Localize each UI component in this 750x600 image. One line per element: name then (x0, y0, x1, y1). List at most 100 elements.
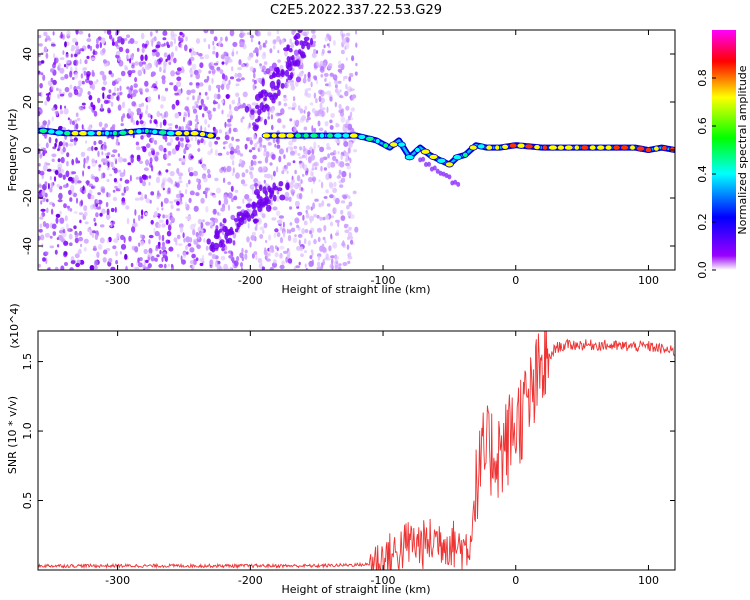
noise-speck (259, 63, 262, 67)
noise-speck (226, 165, 232, 173)
noise-speck (207, 174, 212, 179)
noise-speck (253, 143, 258, 148)
noise-speck (173, 85, 178, 92)
x-tick-label: -100 (371, 574, 396, 587)
noise-speck (281, 260, 285, 266)
noise-speck (164, 87, 169, 92)
noise-speck (242, 32, 246, 36)
noise-speck (203, 139, 206, 145)
noise-speck (86, 74, 90, 80)
noise-speck (42, 221, 47, 227)
noise-speck (103, 30, 107, 34)
noise-speck (73, 225, 77, 230)
colorbar-gradient (712, 30, 736, 270)
noise-speck (334, 84, 338, 89)
noise-speck (268, 234, 272, 241)
streak-speck (284, 69, 290, 77)
noise-speck (168, 246, 174, 252)
streak-speck (222, 225, 228, 233)
noise-speck (156, 207, 159, 211)
noise-speck (118, 169, 122, 173)
noise-speck (298, 261, 301, 266)
noise-speck (221, 109, 224, 115)
noise-speck (83, 157, 86, 165)
noise-speck (169, 137, 174, 144)
streak-speck (273, 194, 277, 202)
noise-speck (314, 167, 318, 170)
dip-speck (438, 170, 443, 176)
streak-speck (206, 238, 211, 245)
noise-speck (64, 74, 69, 79)
noise-speck (231, 197, 234, 203)
noise-speck (344, 229, 350, 234)
noise-speck (319, 216, 323, 221)
noise-speck (95, 212, 99, 218)
noise-speck (111, 39, 115, 42)
noise-speck (211, 77, 214, 85)
ridge-blob (326, 132, 334, 139)
noise-speck (149, 199, 152, 204)
noise-speck (272, 259, 277, 264)
noise-speck (155, 51, 160, 58)
streak-speck (234, 228, 239, 233)
noise-speck (269, 48, 273, 54)
noise-speck (326, 257, 331, 261)
noise-speck (329, 183, 334, 189)
noise-speck (94, 222, 97, 227)
noise-speck (235, 172, 240, 179)
dip-speck (427, 161, 431, 167)
noise-speck (266, 258, 271, 262)
noise-speck (153, 140, 158, 145)
noise-speck (236, 50, 239, 55)
ridge-blob (111, 130, 119, 137)
noise-speck (231, 160, 235, 166)
noise-speck (249, 139, 253, 145)
noise-speck (211, 253, 216, 260)
ridge-blob (364, 135, 375, 142)
noise-speck (167, 187, 171, 192)
noise-speck (191, 253, 196, 259)
noise-speck (169, 170, 175, 177)
noise-speck (105, 213, 111, 220)
colorbar-label: Normalized spectral amplitude (736, 65, 749, 234)
noise-speck (166, 230, 172, 237)
noise-speck (72, 192, 77, 198)
noise-speck (175, 99, 180, 106)
noise-speck (267, 253, 271, 257)
noise-speck (303, 126, 308, 131)
noise-speck (319, 265, 323, 270)
noise-speck (204, 91, 208, 96)
noise-speck (189, 237, 193, 243)
noise-speck (182, 251, 187, 259)
noise-speck (233, 106, 239, 112)
noise-speck (71, 171, 77, 175)
noise-speck (131, 92, 137, 97)
noise-speck (329, 125, 334, 130)
noise-speck (306, 93, 312, 98)
noise-speck (85, 140, 88, 144)
noise-speck (73, 211, 78, 214)
noise-speck (99, 41, 103, 49)
noise-speck (301, 161, 304, 169)
noise-speck (188, 166, 194, 172)
noise-speck (96, 37, 99, 45)
noise-speck (283, 102, 288, 107)
noise-speck (167, 177, 172, 183)
noise-speck (301, 154, 306, 159)
noise-speck (44, 181, 48, 186)
noise-speck (183, 237, 186, 243)
noise-speck (296, 175, 301, 182)
noise-speck (227, 192, 233, 199)
noise-speck (326, 90, 332, 96)
noise-speck (91, 233, 95, 238)
noise-speck (67, 117, 70, 121)
noise-speck (133, 83, 138, 88)
noise-speck (106, 208, 110, 216)
noise-speck (55, 138, 58, 144)
noise-speck (57, 158, 61, 163)
noise-speck (148, 234, 154, 239)
noise-speck (234, 72, 238, 78)
dip-speck (432, 165, 437, 171)
noise-speck (158, 219, 164, 224)
noise-speck (127, 40, 131, 44)
